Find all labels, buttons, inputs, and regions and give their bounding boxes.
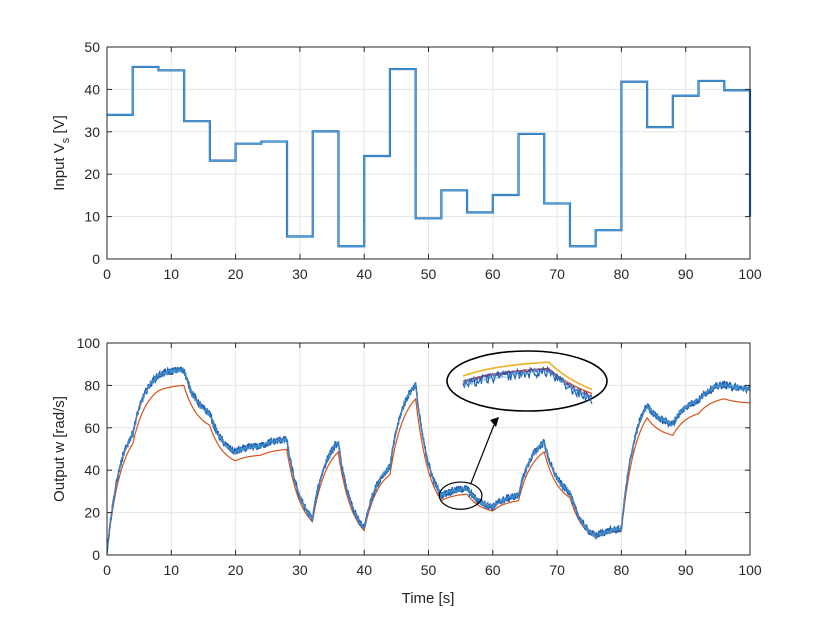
x-tick-label: 0 (103, 266, 111, 282)
model-response-red-line (106, 384, 751, 553)
x-tick-label: 20 (228, 266, 244, 282)
x-tick-label: 70 (549, 562, 565, 578)
y-tick-label: 80 (84, 377, 100, 393)
input-step-line-overlay (107, 66, 751, 247)
y-tick-label: 0 (92, 547, 100, 563)
top-y-axis-label: Input Vs [V] (51, 115, 72, 191)
x-tick-label: 100 (738, 562, 762, 578)
zoom-source-ellipse (438, 481, 483, 510)
measured-response-light-line (106, 367, 751, 550)
x-tick-label: 90 (678, 562, 694, 578)
output-speed-plot: 0 10 20 30 40 50 60 70 80 90 100 0 20 40 60 80 100 Outpu… (51, 335, 762, 607)
y-tick-label: 20 (84, 505, 100, 521)
x-tick-label: 0 (103, 562, 111, 578)
y-tick-label: 30 (84, 124, 100, 140)
x-tick-label: 10 (164, 562, 180, 578)
y-tick-label: 60 (84, 420, 100, 436)
output-speed-series (106, 366, 751, 554)
y-tick-label: 40 (84, 462, 100, 478)
y-tick-label: 50 (84, 39, 100, 55)
zoom-magnified-ellipse (446, 350, 608, 412)
x-tick-label: 50 (421, 562, 437, 578)
x-tick-label: 50 (421, 266, 437, 282)
bottom-y-axis-label: Output w [rad/s] (51, 396, 68, 502)
x-tick-label: 30 (292, 266, 308, 282)
x-tick-label: 60 (485, 562, 501, 578)
x-tick-label: 40 (356, 562, 372, 578)
x-tick-label: 40 (356, 266, 372, 282)
y-tick-label: 10 (84, 209, 100, 225)
x-tick-label: 90 (678, 266, 694, 282)
x-tick-label: 60 (485, 266, 501, 282)
y-tick-label: 100 (77, 335, 101, 351)
bottom-x-axis-label: Time [s] (402, 590, 455, 607)
zoom-arrow-line (470, 424, 495, 485)
zoom-annotation (438, 350, 608, 510)
y-tick-label: 0 (92, 251, 100, 267)
zoom-arrow-head (490, 417, 499, 427)
zoom-yellow-line (462, 361, 593, 391)
x-tick-label: 10 (164, 266, 180, 282)
bottom-ticks: 0 10 20 30 40 50 60 70 80 90 100 0 20 40 60 80 100 (77, 335, 762, 578)
y-tick-label: 20 (84, 166, 100, 182)
x-tick-label: 80 (614, 266, 630, 282)
y-tick-label: 40 (84, 81, 100, 97)
top-ticks: 0 10 20 30 40 50 60 70 80 90 100 0 10 20 30 40 50 (84, 39, 761, 282)
x-tick-label: 20 (228, 562, 244, 578)
input-voltage-plot: 0 10 20 30 40 50 60 70 80 90 100 0 10 20 30 40 50 Input … (51, 39, 762, 282)
x-tick-label: 80 (614, 562, 630, 578)
x-tick-label: 70 (549, 266, 565, 282)
input-voltage-series (107, 65, 752, 248)
x-tick-label: 100 (738, 266, 762, 282)
x-tick-label: 30 (292, 562, 308, 578)
zoom-light-blue-line (462, 367, 593, 400)
